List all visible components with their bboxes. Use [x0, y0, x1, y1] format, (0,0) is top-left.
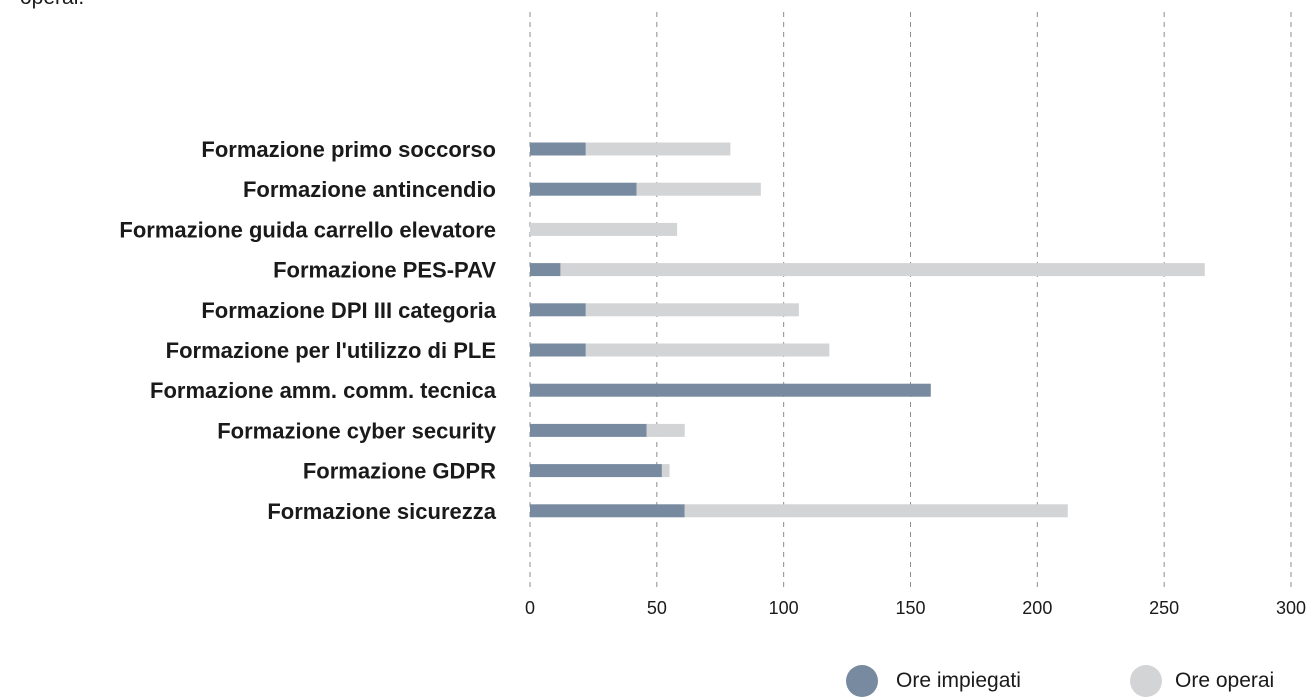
bar-ore-operai [585, 343, 830, 357]
bar-ore-impiegati [530, 383, 931, 397]
category-label: Formazione cyber security [217, 418, 497, 443]
bar-ore-operai [530, 222, 678, 236]
bars [530, 142, 1205, 518]
bar-ore-operai [646, 423, 685, 437]
top-text-fragment: operai. [20, 0, 84, 10]
grid-lines [529, 12, 1292, 590]
x-tick-label: 0 [525, 598, 535, 618]
x-tick-label: 300 [1276, 598, 1306, 618]
bar-ore-impiegati [530, 263, 561, 277]
x-tick-label: 150 [895, 598, 925, 618]
bar-ore-impiegati [530, 182, 637, 196]
bar-ore-impiegati [530, 504, 685, 518]
category-label: Formazione sicurezza [267, 499, 496, 524]
category-label: Formazione guida carrello elevatore [119, 217, 496, 242]
bar-ore-impiegati [530, 303, 586, 317]
category-label: Formazione GDPR [303, 459, 496, 484]
bar-ore-impiegati [530, 142, 586, 156]
legend-label-ore-operai: Ore operai [1175, 669, 1274, 692]
bar-ore-operai [560, 263, 1205, 277]
category-label: Formazione primo soccorso [201, 137, 496, 162]
x-tick-label: 200 [1022, 598, 1052, 618]
bar-ore-operai [585, 142, 731, 156]
legend: Ore impiegati Ore operai [846, 665, 1274, 697]
bar-ore-impiegati [530, 423, 647, 437]
legend-marker-ore-operai [1130, 665, 1162, 697]
x-tick-label: 250 [1149, 598, 1179, 618]
category-label: Formazione amm. comm. tecnica [150, 378, 497, 403]
x-tick-label: 50 [647, 598, 667, 618]
category-label: Formazione DPI III categoria [201, 298, 496, 323]
legend-marker-ore-impiegati [846, 665, 878, 697]
x-tick-labels: 0 50 100 150 200 250 300 [525, 598, 1306, 618]
category-label: Formazione PES-PAV [273, 258, 496, 283]
bar-ore-operai [661, 464, 670, 478]
x-tick-label: 100 [769, 598, 799, 618]
bar-ore-impiegati [530, 343, 586, 357]
bar-ore-operai [636, 182, 761, 196]
legend-label-ore-impiegati: Ore impiegati [896, 669, 1021, 692]
category-label: Formazione antincendio [243, 177, 496, 202]
category-labels: Formazione primo soccorso Formazione anti… [119, 137, 496, 524]
category-label: Formazione per l'utilizzo di PLE [166, 338, 496, 363]
bar-ore-impiegati [530, 464, 662, 478]
bar-ore-operai [684, 504, 1068, 518]
bar-ore-operai [585, 303, 799, 317]
